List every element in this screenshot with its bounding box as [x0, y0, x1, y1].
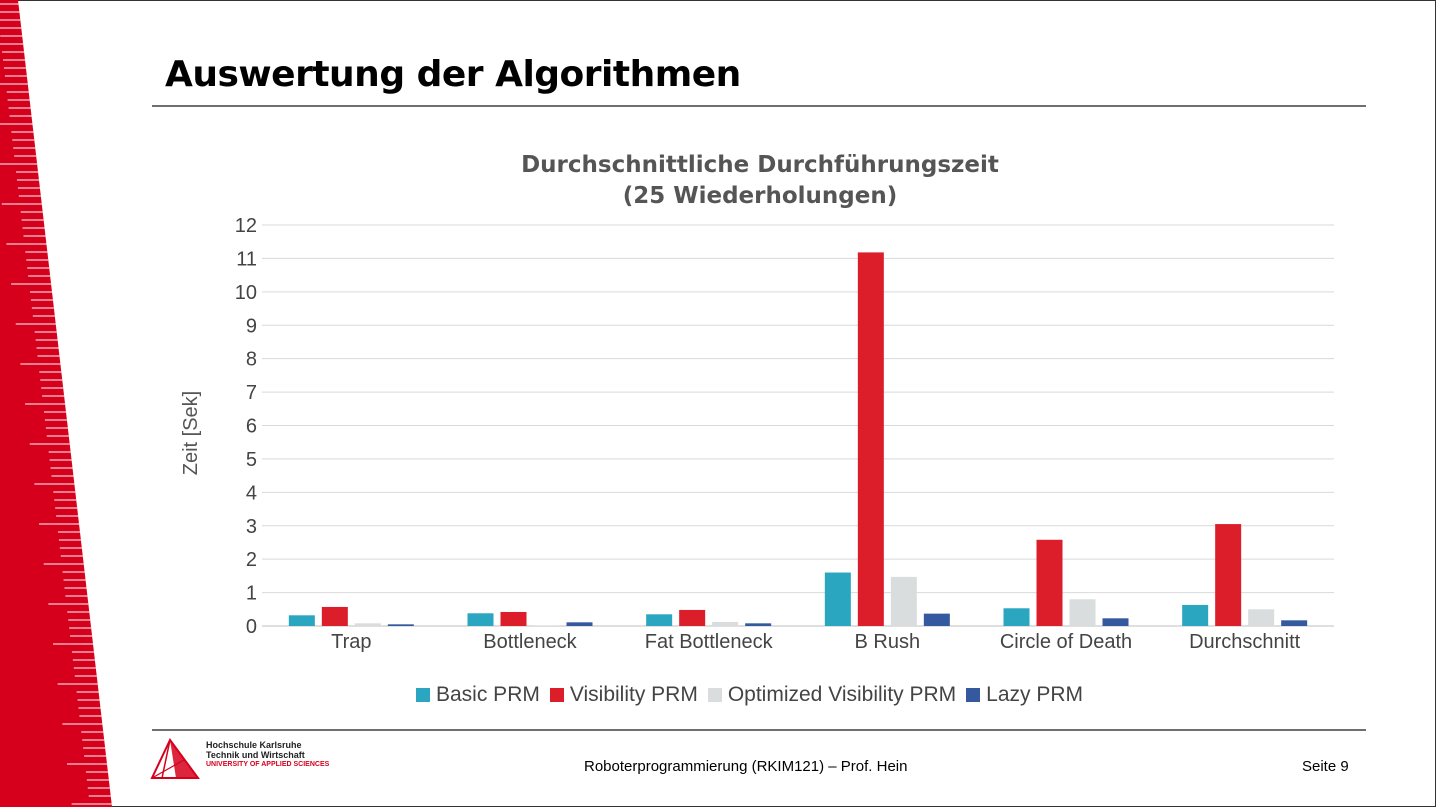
legend-swatch-optimized	[707, 688, 722, 702]
bar	[1248, 609, 1275, 626]
legend-swatch-lazy	[966, 688, 981, 702]
ruler-decoration	[0, 0, 112, 807]
legend-item-lazy: Lazy PRM	[966, 683, 1083, 707]
y-tick-label: 11	[236, 248, 257, 270]
y-tick-label: 10	[235, 282, 257, 304]
university-logo: Hochschule Karlsruhe Technik und Wirtsch…	[150, 738, 350, 788]
bar	[712, 621, 739, 626]
bar	[679, 609, 706, 626]
bar	[566, 622, 593, 626]
y-tick-label: 4	[246, 482, 257, 504]
bar	[1003, 608, 1030, 626]
y-tick-label: 2	[246, 549, 257, 571]
bar	[824, 572, 851, 626]
y-tick-label: 12	[235, 215, 257, 237]
legend-label-visibility: Visibility PRM	[569, 683, 698, 706]
bar	[1281, 620, 1308, 626]
bar	[467, 613, 494, 626]
x-tick-label: Fat Bottleneck	[645, 631, 774, 653]
bar	[500, 611, 527, 626]
logo-text: Hochschule Karlsruhe Technik und Wirtsch…	[206, 740, 329, 770]
x-tick-label: B Rush	[855, 631, 921, 653]
y-tick-label: 3	[246, 516, 257, 538]
legend-item-optimized: Optimized Visibility PRM	[707, 683, 957, 707]
bar	[1215, 524, 1242, 626]
bar	[745, 623, 772, 626]
footer-course: Roboterprogrammierung (RKIM121) – Prof. …	[584, 758, 908, 775]
legend-label-lazy: Lazy PRM	[986, 683, 1084, 706]
bar	[857, 252, 884, 626]
x-tick-label: Circle of Death	[1000, 631, 1132, 653]
legend-label-optimized: Optimized Visibility PRM	[727, 683, 957, 706]
bar	[1102, 618, 1129, 626]
bar	[387, 624, 414, 626]
page-number: Seite 9	[1302, 758, 1349, 775]
bar	[1182, 604, 1209, 626]
logo-icon	[150, 738, 200, 779]
logo-line1: Hochschule Karlsruhe	[206, 740, 302, 750]
legend-swatch-basic	[416, 688, 430, 702]
x-tick-label: Bottleneck	[483, 631, 577, 653]
y-tick-label: 0	[246, 616, 257, 638]
x-tick-label: Durchschnitt	[1189, 631, 1301, 653]
bar	[890, 576, 917, 626]
legend-item-visibility: Visibility PRM	[549, 683, 698, 707]
legend-label-basic: Basic PRM	[436, 683, 540, 706]
y-tick-label: 6	[246, 416, 257, 438]
bar	[321, 606, 348, 626]
y-axis-label: Zeit [Sek]	[180, 391, 202, 475]
logo-line2: Technik und Wirtschaft	[206, 750, 305, 760]
bar	[1069, 599, 1096, 626]
x-tick-label: Trap	[331, 631, 371, 653]
chart-legend: Basic PRM Visibility PRM Optimized Visib…	[416, 683, 1093, 707]
chart-title-line2: (25 Wiederholungen)	[622, 183, 898, 209]
legend-item-basic: Basic PRM	[416, 683, 540, 707]
y-tick-label: 5	[246, 449, 257, 471]
bar	[646, 614, 673, 626]
bar	[288, 615, 315, 626]
y-tick-label: 8	[246, 349, 257, 371]
y-tick-label: 9	[246, 315, 257, 337]
footer-divider	[152, 729, 1366, 731]
slide-title: Auswertung der Algorithmen	[165, 54, 741, 95]
bar	[533, 625, 560, 626]
y-tick-label: 1	[246, 583, 257, 605]
title-divider	[152, 105, 1366, 107]
bar	[354, 623, 381, 626]
chart-title-line1: Durchschnittliche Durchführungszeit	[521, 152, 999, 178]
legend-swatch-visibility	[549, 688, 564, 702]
logo-line3: UNIVERSITY OF APPLIED SCIENCES	[206, 761, 330, 768]
bar	[1036, 539, 1063, 626]
bar	[923, 613, 950, 626]
y-tick-label: 7	[246, 382, 257, 404]
